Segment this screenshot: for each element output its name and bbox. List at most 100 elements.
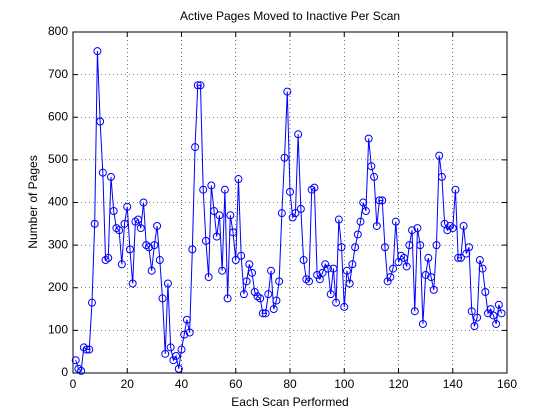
- data-point: [253, 292, 262, 301]
- data-point: [82, 345, 91, 354]
- data-point: [437, 172, 446, 181]
- data-point: [326, 290, 335, 299]
- data-point: [296, 204, 305, 213]
- data-point: [427, 273, 436, 282]
- data-point: [329, 264, 338, 273]
- data-point: [275, 277, 284, 286]
- data-point: [418, 319, 427, 328]
- data-point: [283, 87, 292, 96]
- data-point: [237, 251, 246, 260]
- y-tick-label: 600: [48, 109, 68, 123]
- data-point: [177, 345, 186, 354]
- data-point: [359, 198, 368, 207]
- y-tick-label: 100: [48, 323, 68, 337]
- data-point: [199, 185, 208, 194]
- data-point: [231, 256, 240, 265]
- data-point: [302, 275, 311, 284]
- data-point: [323, 264, 332, 273]
- x-tick-label: 160: [497, 377, 517, 391]
- data-point: [245, 260, 254, 269]
- data-point: [131, 217, 140, 226]
- data-point: [90, 219, 99, 228]
- data-point: [79, 343, 88, 352]
- data-point: [332, 298, 341, 307]
- data-point: [288, 213, 297, 222]
- data-point: [405, 241, 414, 250]
- chart-title: Active Pages Moved to Inactive Per Scan: [180, 9, 400, 23]
- data-point: [158, 294, 167, 303]
- data-point: [264, 290, 273, 299]
- y-tick-label: 400: [48, 195, 68, 209]
- data-point: [87, 298, 96, 307]
- x-tick-label: 20: [121, 377, 135, 391]
- data-point: [123, 202, 132, 211]
- data-point: [286, 187, 294, 196]
- data-point: [345, 279, 354, 288]
- data-point: [456, 253, 465, 262]
- data-point: [399, 253, 408, 262]
- data-point: [169, 356, 178, 365]
- data-point: [109, 207, 118, 216]
- data-point: [299, 256, 308, 265]
- data-point: [443, 226, 452, 235]
- data-point: [74, 364, 83, 373]
- data-point: [147, 266, 156, 275]
- data-point: [337, 243, 346, 252]
- data-point: [261, 309, 270, 318]
- data-point: [112, 224, 121, 233]
- y-tick-label: 500: [48, 152, 68, 166]
- data-point: [356, 217, 365, 226]
- data-point: [218, 266, 227, 275]
- data-point: [481, 288, 490, 297]
- data-point: [321, 260, 330, 269]
- data-point: [196, 81, 205, 90]
- data-point: [269, 305, 278, 314]
- data-point: [210, 207, 219, 216]
- data-point: [256, 294, 265, 303]
- data-point: [372, 221, 381, 230]
- data-point: [120, 219, 129, 228]
- data-point: [421, 270, 430, 279]
- data-point: [223, 294, 232, 303]
- x-tick-label: 100: [334, 377, 354, 391]
- data-point: [71, 356, 80, 365]
- data-point: [432, 241, 441, 250]
- x-tick-label: 120: [388, 377, 408, 391]
- data-point: [172, 351, 181, 360]
- data-point: [413, 224, 422, 233]
- data-point: [272, 296, 281, 305]
- data-point: [340, 302, 349, 311]
- data-point: [459, 221, 468, 230]
- data-point: [85, 345, 94, 354]
- data-point: [77, 366, 86, 375]
- data-point: [117, 260, 126, 269]
- data-point: [93, 47, 102, 56]
- x-tick-label: 80: [283, 377, 297, 391]
- y-tick-label: 300: [48, 237, 68, 251]
- data-point: [307, 185, 316, 194]
- x-tick-label: 40: [175, 377, 189, 391]
- data-point: [342, 266, 351, 275]
- data-point: [220, 185, 229, 194]
- data-point: [215, 211, 224, 220]
- data-point: [204, 273, 213, 282]
- data-point: [389, 264, 398, 273]
- data-point: [180, 330, 189, 339]
- data-point: [191, 143, 200, 152]
- data-point: [475, 256, 484, 265]
- data-point: [155, 256, 164, 265]
- data-point: [136, 224, 145, 233]
- data-point: [448, 224, 457, 233]
- data-point: [101, 256, 110, 265]
- data-point: [128, 279, 137, 288]
- data-point: [473, 313, 482, 322]
- data-point: [234, 175, 243, 184]
- y-tick-label: 700: [48, 67, 68, 81]
- data-point: [291, 209, 300, 218]
- data-point: [174, 364, 183, 373]
- data-point: [226, 211, 235, 220]
- data-point: [229, 228, 238, 237]
- x-tick-label: 0: [70, 377, 77, 391]
- data-point: [429, 285, 438, 294]
